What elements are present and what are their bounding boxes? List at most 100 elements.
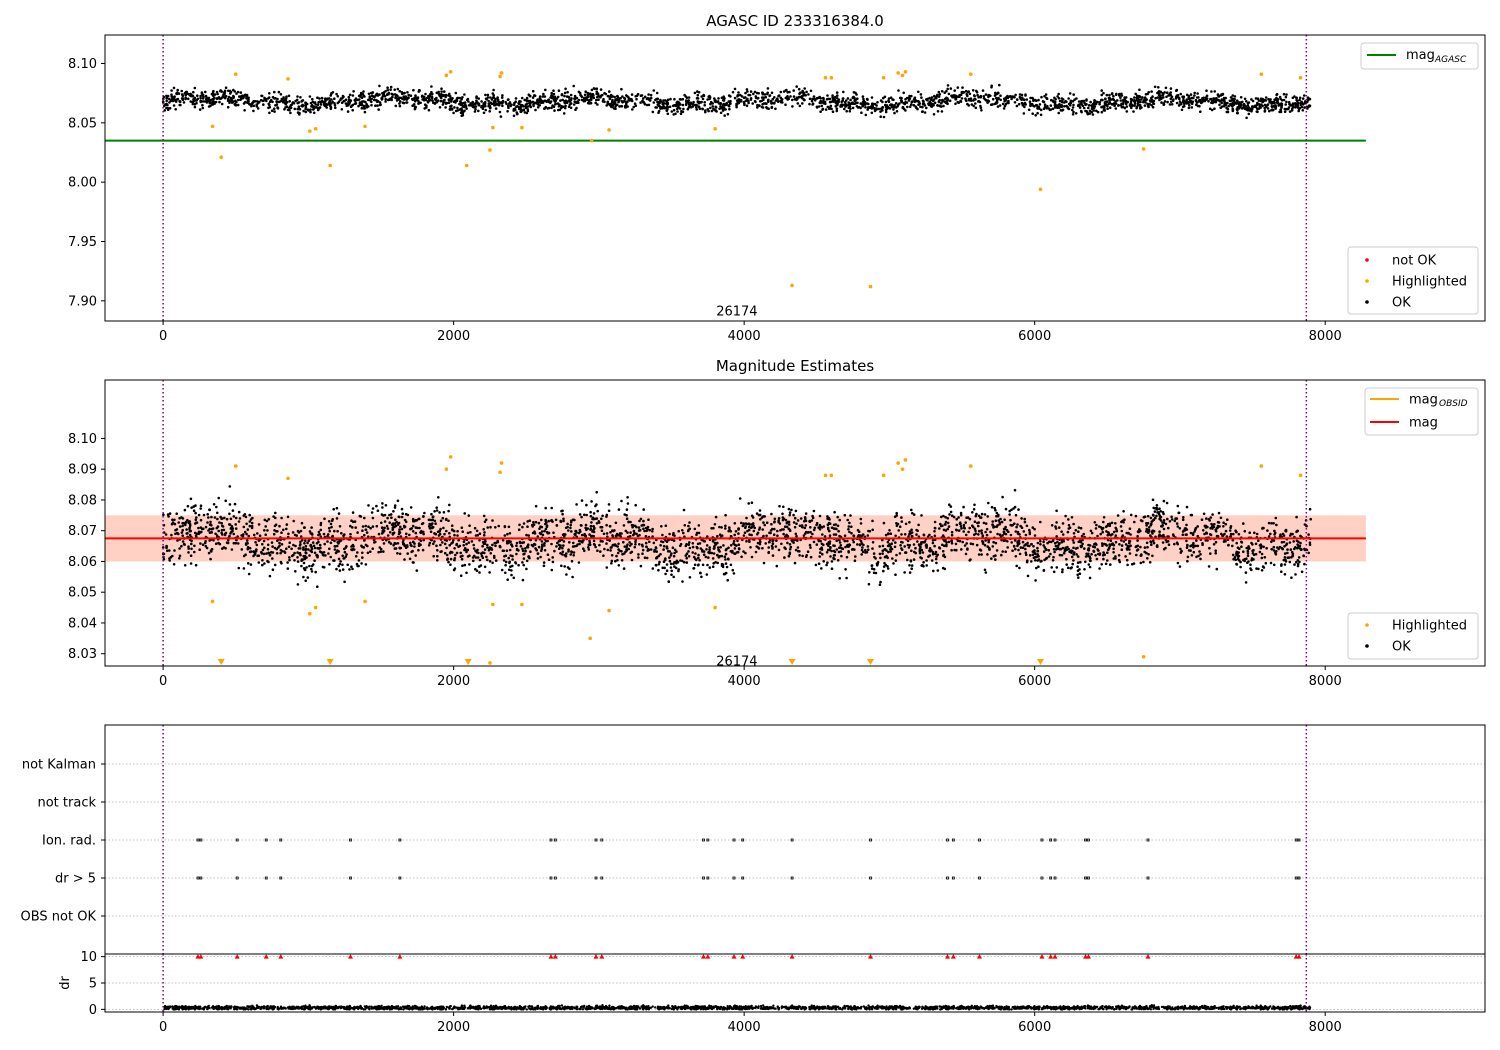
ok-point	[836, 94, 839, 97]
ok-point	[919, 105, 922, 108]
ok-point	[725, 565, 729, 569]
ok-point	[180, 531, 184, 534]
ok-point	[739, 99, 743, 103]
ok-point	[1045, 96, 1048, 100]
ok-point	[961, 91, 964, 94]
ok-point	[676, 110, 679, 113]
ok-point	[235, 100, 238, 104]
axes-frame	[104, 34, 1486, 322]
ok-point	[985, 527, 989, 531]
ok-point	[358, 101, 362, 104]
ok-point	[170, 533, 173, 537]
ok-point	[333, 103, 337, 107]
ok-point	[620, 87, 623, 91]
ok-point	[1070, 555, 1074, 559]
ok-point	[1050, 566, 1053, 569]
ok-point	[573, 97, 576, 100]
ok-point	[192, 98, 195, 101]
ok-point	[450, 100, 453, 103]
legend-label: Highlighted	[1392, 275, 1467, 290]
ok-point	[1120, 102, 1123, 106]
ok-point	[312, 111, 316, 115]
ok-point	[400, 91, 404, 94]
ok-point	[261, 559, 264, 562]
ok-point	[313, 551, 317, 555]
ok-point	[703, 101, 706, 104]
ok-point	[1088, 109, 1092, 113]
ok-point	[177, 521, 180, 524]
ok-point	[413, 105, 417, 109]
ok-point	[967, 530, 970, 534]
ok-point	[1125, 558, 1129, 562]
ok-point	[819, 96, 822, 100]
ok-point	[453, 567, 457, 570]
ok-point	[1200, 518, 1204, 521]
ok-point	[268, 92, 271, 95]
ok-point	[288, 541, 292, 544]
ok-point	[855, 105, 859, 108]
ok-point	[391, 95, 394, 99]
ok-point	[438, 94, 442, 97]
ok-point	[361, 529, 364, 532]
ok-point	[331, 518, 335, 521]
ok-point	[724, 103, 728, 107]
ok-point	[501, 94, 504, 97]
ok-point	[424, 92, 427, 96]
ok-point	[681, 580, 684, 583]
ok-point	[823, 535, 827, 538]
ok-point	[870, 567, 874, 570]
ok-point	[1085, 98, 1088, 101]
ok-point	[871, 519, 874, 523]
ok-point	[974, 102, 977, 105]
ok-point	[191, 102, 195, 106]
ok-point	[766, 87, 770, 90]
ok-point	[900, 100, 903, 104]
ok-point	[1123, 106, 1127, 110]
ok-point	[165, 102, 168, 106]
ok-point	[826, 105, 830, 109]
ok-point	[1061, 533, 1065, 536]
ok-point	[1244, 107, 1247, 111]
ok-point	[617, 508, 621, 511]
ok-point	[966, 90, 970, 94]
ok-point	[966, 102, 969, 106]
ok-point	[249, 518, 253, 521]
ok-point	[317, 530, 321, 534]
ok-point	[216, 511, 219, 515]
ok-point	[1241, 100, 1244, 104]
ok-point	[697, 556, 700, 560]
ok-point	[349, 524, 352, 528]
ok-point	[933, 530, 936, 533]
ok-point	[305, 566, 308, 569]
ok-point	[989, 103, 993, 106]
ok-point	[428, 96, 431, 99]
ok-point	[188, 526, 191, 529]
ok-point	[1099, 532, 1102, 536]
ok-point	[881, 552, 884, 555]
ok-point	[370, 97, 374, 101]
ok-point	[1125, 105, 1129, 108]
ok-point	[947, 540, 951, 544]
ok-point	[1307, 533, 1310, 536]
ok-point	[1081, 104, 1085, 108]
ok-point	[383, 95, 387, 98]
ok-point	[1090, 110, 1094, 114]
ok-point	[1031, 112, 1034, 115]
ok-point	[488, 560, 492, 563]
ok-point	[220, 102, 224, 106]
ok-point	[524, 547, 527, 550]
ok-point	[441, 516, 445, 520]
ok-point	[1120, 529, 1124, 533]
ok-point	[1109, 563, 1112, 566]
ok-point	[747, 502, 750, 505]
ok-point	[641, 544, 644, 548]
ok-point	[670, 573, 673, 576]
ok-point	[232, 96, 235, 100]
ok-point	[297, 547, 301, 550]
ok-point	[311, 97, 314, 101]
ok-point	[826, 561, 829, 564]
ok-point	[922, 100, 925, 103]
ok-point	[625, 508, 629, 511]
ok-point	[221, 533, 224, 536]
ok-point	[779, 90, 783, 94]
